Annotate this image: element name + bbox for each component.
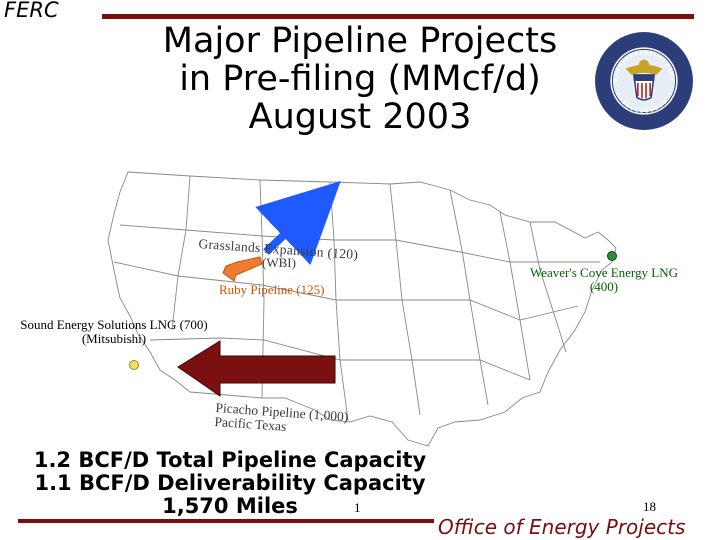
title-line-2: in Pre-filing (MMcf/d)	[179, 59, 541, 99]
summary-line-2: 1.1 BCF/D Deliverability Capacity	[34, 471, 426, 495]
page-number: 18	[643, 499, 656, 514]
agency-label: FERC	[4, 0, 59, 22]
weavers-cove-capacity: (400)	[589, 279, 619, 294]
doe-ferc-seal-icon	[595, 32, 693, 130]
grasslands-operator-label: (WBI)	[262, 255, 296, 270]
sound-energy-partner: (Mitsubishi)	[81, 331, 147, 346]
sound-energy-marker	[129, 360, 139, 370]
weavers-cove-marker	[607, 251, 617, 261]
summary-footnote: 1	[354, 500, 361, 515]
top-rule	[102, 14, 694, 19]
capacity-summary: 1.2 BCF/D Total Pipeline Capacity 1.1 BC…	[20, 449, 440, 518]
grasslands-expansion-arrow	[255, 180, 341, 266]
bottom-rule	[18, 519, 434, 523]
summary-line-3: 1,570 Miles	[162, 494, 298, 518]
sound-energy-label: Sound Energy Solutions LNG (700) (Mitsub…	[8, 318, 220, 346]
us-outline	[107, 171, 617, 447]
weavers-cove-name: Weaver's Cove Energy LNG	[530, 265, 678, 280]
ruby-pipeline-arrow	[222, 256, 263, 282]
weavers-cove-label: Weaver's Cove Energy LNG (400)	[516, 266, 692, 294]
title-line-1: Major Pipeline Projects	[162, 21, 558, 61]
page-title: Major Pipeline Projects in Pre-filing (M…	[150, 22, 570, 136]
sound-energy-name: Sound Energy Solutions LNG (700)	[20, 317, 208, 332]
summary-line-1: 1.2 BCF/D Total Pipeline Capacity	[33, 448, 427, 472]
ruby-pipeline-label: Ruby Pipeline (125)	[219, 282, 325, 297]
title-line-3: August 2003	[248, 97, 472, 137]
office-label: Office of Energy Projects	[438, 515, 686, 539]
picacho-pipeline-arrow	[177, 340, 336, 397]
